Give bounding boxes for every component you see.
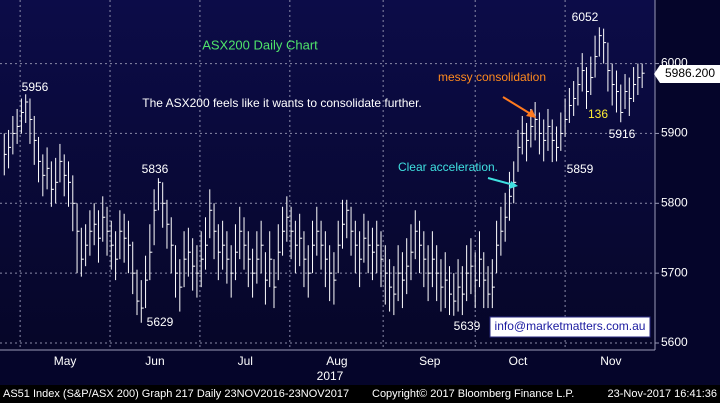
email-box [489, 316, 651, 338]
price-label: 6052 [572, 10, 599, 24]
arrow-head [509, 181, 518, 189]
y-tick-label: 5800 [661, 195, 688, 209]
grid [0, 0, 655, 350]
count-label: 136 [588, 107, 608, 121]
chart-title: ASX200 Daily Chart [202, 37, 318, 52]
x-tick-label: Nov [600, 354, 621, 368]
email: info@marketmatters.com.au [495, 319, 646, 333]
footer-left: AS51 Index (S&P/ASX 200) Graph 217 Daily… [3, 388, 349, 400]
annotation: messy consolidation [438, 70, 546, 84]
x-tick-label: Sep [419, 354, 441, 368]
y-tick-label: 5900 [661, 126, 688, 140]
last-price-box [660, 65, 720, 83]
annotation: Clear acceleration. [398, 160, 498, 174]
x-axis-year: 2017 [317, 369, 344, 383]
y-tick-label: 5600 [661, 335, 688, 349]
footer-middle: Copyright© 2017 Bloomberg Finance L.P. [372, 388, 574, 400]
price-label: 5639 [454, 319, 481, 333]
footer-right: 23-Nov-2017 16:41:36 [608, 388, 717, 400]
bars [3, 27, 645, 323]
arrow [487, 177, 515, 186]
last-price: 5986.200 [665, 66, 715, 80]
footer-bar [0, 385, 720, 403]
x-tick-label: Jun [145, 354, 164, 368]
price-label: 5629 [147, 315, 174, 329]
y-tick-label: 5700 [661, 265, 688, 279]
last-price-pointer [654, 65, 660, 83]
price-label: 5956 [22, 80, 49, 94]
price-label: 5916 [609, 127, 636, 141]
price-label: 5859 [567, 162, 594, 176]
plot-area [0, 0, 655, 350]
x-tick-label: Jul [238, 354, 253, 368]
x-tick-label: Aug [326, 354, 347, 368]
comment: The ASX200 feels like it wants to consol… [142, 96, 422, 110]
price-label: 5836 [142, 162, 169, 176]
x-tick-label: May [54, 354, 77, 368]
arrow-head [526, 109, 536, 118]
y-tick-label: 6000 [661, 56, 688, 70]
x-tick-label: Oct [509, 354, 528, 368]
